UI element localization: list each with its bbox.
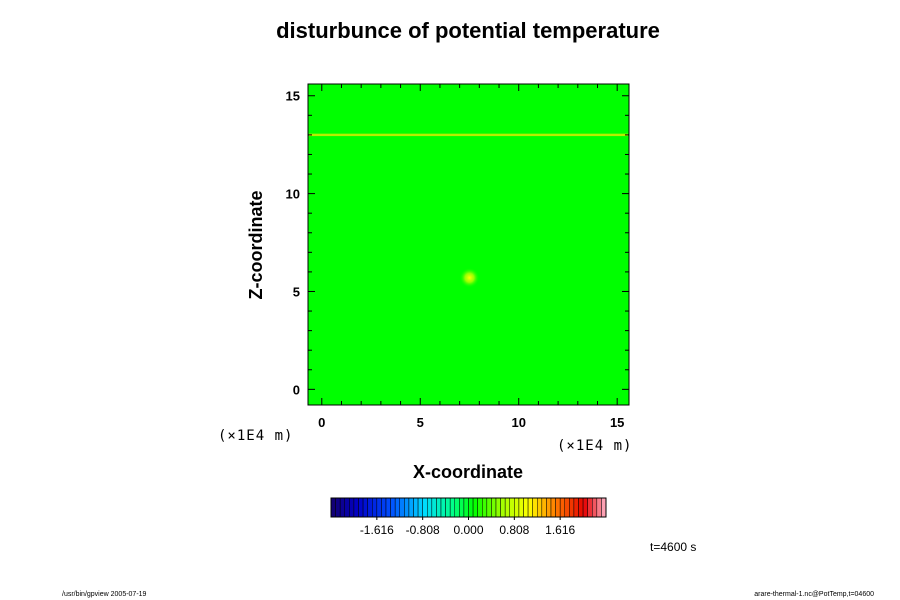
colorbar-cell bbox=[596, 497, 602, 518]
colorbar-cell bbox=[427, 497, 433, 518]
colorbar-cell bbox=[569, 497, 575, 518]
colorbar-cell bbox=[404, 497, 410, 518]
colorbar-cell bbox=[422, 497, 428, 518]
colorbar-cell bbox=[504, 497, 510, 518]
colorbar-cell bbox=[559, 497, 566, 518]
colorbar-tick-label: -0.808 bbox=[406, 523, 440, 537]
colorbar-cell bbox=[532, 497, 538, 518]
colorbar-cell bbox=[440, 497, 446, 518]
colorbar bbox=[330, 497, 607, 518]
colorbar-cell bbox=[527, 497, 533, 518]
colorbar-cell bbox=[472, 497, 478, 518]
colorbar-cell bbox=[390, 497, 396, 518]
plot-frame bbox=[307, 83, 630, 406]
colorbar-cell bbox=[578, 497, 584, 518]
plot-background bbox=[308, 84, 629, 405]
footer-left: /usr/bin/gpview 2005-07-19 bbox=[62, 591, 147, 598]
colorbar-cell bbox=[349, 497, 355, 518]
colorbar-cell bbox=[463, 497, 469, 518]
x-tick-label: 5 bbox=[417, 415, 424, 430]
colorbar-cell bbox=[601, 497, 607, 518]
time-label: t=4600 s bbox=[650, 540, 696, 554]
plot-area bbox=[307, 83, 630, 406]
colorbar-cell bbox=[381, 497, 387, 518]
colorbar-cell bbox=[399, 497, 405, 518]
colorbar-cell bbox=[486, 497, 492, 518]
field-anomaly-0 bbox=[459, 267, 480, 288]
field-marks bbox=[309, 133, 628, 288]
colorbar-cell bbox=[449, 497, 455, 518]
colorbar-cell bbox=[468, 497, 474, 518]
colorbar-cell bbox=[385, 497, 391, 518]
chart-title: disturbunce of potential temperature bbox=[276, 18, 660, 43]
colorbar-cell bbox=[394, 497, 400, 518]
x-tick-label: 0 bbox=[318, 415, 325, 430]
colorbar-cell bbox=[555, 497, 561, 518]
colorbar-cell bbox=[335, 497, 341, 518]
colorbar-cell bbox=[537, 497, 543, 518]
colorbar-tick-label: 0.808 bbox=[499, 523, 529, 537]
z-tick-label: 5 bbox=[293, 284, 300, 299]
colorbar-cell bbox=[417, 497, 423, 518]
z-tick-labels: 0 5 10 15 bbox=[286, 89, 300, 398]
x-tick-label: 10 bbox=[511, 415, 525, 430]
colorbar-cell bbox=[587, 497, 593, 518]
colorbar-cell bbox=[330, 497, 336, 518]
colorbar-cell bbox=[518, 497, 524, 518]
colorbar-cell bbox=[546, 497, 552, 518]
colorbar-cell bbox=[592, 497, 598, 518]
tick-marks bbox=[308, 84, 629, 405]
x-units-label: (×1E4 m) bbox=[557, 438, 632, 454]
colorbar-cell bbox=[573, 497, 579, 518]
x-tick-labels: 0 5 10 15 bbox=[318, 415, 624, 430]
footer-right: arare-thermal-1.nc@PotTemp,t=04600 bbox=[754, 591, 874, 598]
colorbar-cell bbox=[339, 497, 345, 518]
colorbar-cell bbox=[413, 497, 419, 518]
x-tick-label: 15 bbox=[610, 415, 624, 430]
colorbar-cell bbox=[564, 497, 570, 518]
colorbar-cell bbox=[367, 497, 373, 518]
colorbar-cell bbox=[459, 497, 465, 518]
colorbar-tick-label: 1.616 bbox=[545, 523, 575, 537]
z-tick-label: 15 bbox=[286, 89, 300, 104]
colorbar-cell bbox=[372, 497, 378, 518]
colorbar-cell bbox=[541, 497, 547, 518]
colorbar-cell bbox=[500, 497, 506, 518]
colorbar-cell bbox=[495, 497, 501, 518]
colorbar-cell bbox=[477, 497, 483, 518]
colorbar-cell bbox=[436, 497, 442, 518]
colorbar-cell bbox=[509, 497, 515, 518]
z-tick-label: 10 bbox=[286, 187, 300, 202]
z-units-label: (×1E4 m) bbox=[218, 428, 293, 444]
colorbar-cell bbox=[523, 497, 529, 518]
z-tick-label: 0 bbox=[293, 382, 300, 397]
colorbar-cell bbox=[353, 497, 359, 518]
colorbar-cell bbox=[376, 497, 382, 518]
field-band-0 bbox=[309, 133, 628, 137]
y-axis-label: Z-coordinate bbox=[246, 190, 266, 299]
colorbar-cell bbox=[550, 497, 556, 518]
colorbar-cell bbox=[582, 497, 588, 518]
colorbar-cell bbox=[358, 497, 364, 518]
colorbar-cell bbox=[344, 497, 350, 518]
colorbar-tick-label: 0.000 bbox=[453, 523, 483, 537]
colorbar-cell bbox=[514, 497, 520, 518]
colorbar-cell bbox=[362, 497, 368, 518]
colorbar-cell bbox=[491, 497, 497, 518]
colorbar-tick-labels: -1.616 -0.808 0.000 0.808 1.616 bbox=[360, 517, 576, 537]
colorbar-tick-label: -1.616 bbox=[360, 523, 394, 537]
colorbar-cell bbox=[431, 497, 437, 518]
colorbar-cell bbox=[445, 497, 451, 518]
colorbar-cell bbox=[482, 497, 488, 518]
colorbar-cell bbox=[454, 497, 460, 518]
x-axis-label: X-coordinate bbox=[413, 462, 523, 482]
colorbar-cell bbox=[408, 497, 414, 518]
